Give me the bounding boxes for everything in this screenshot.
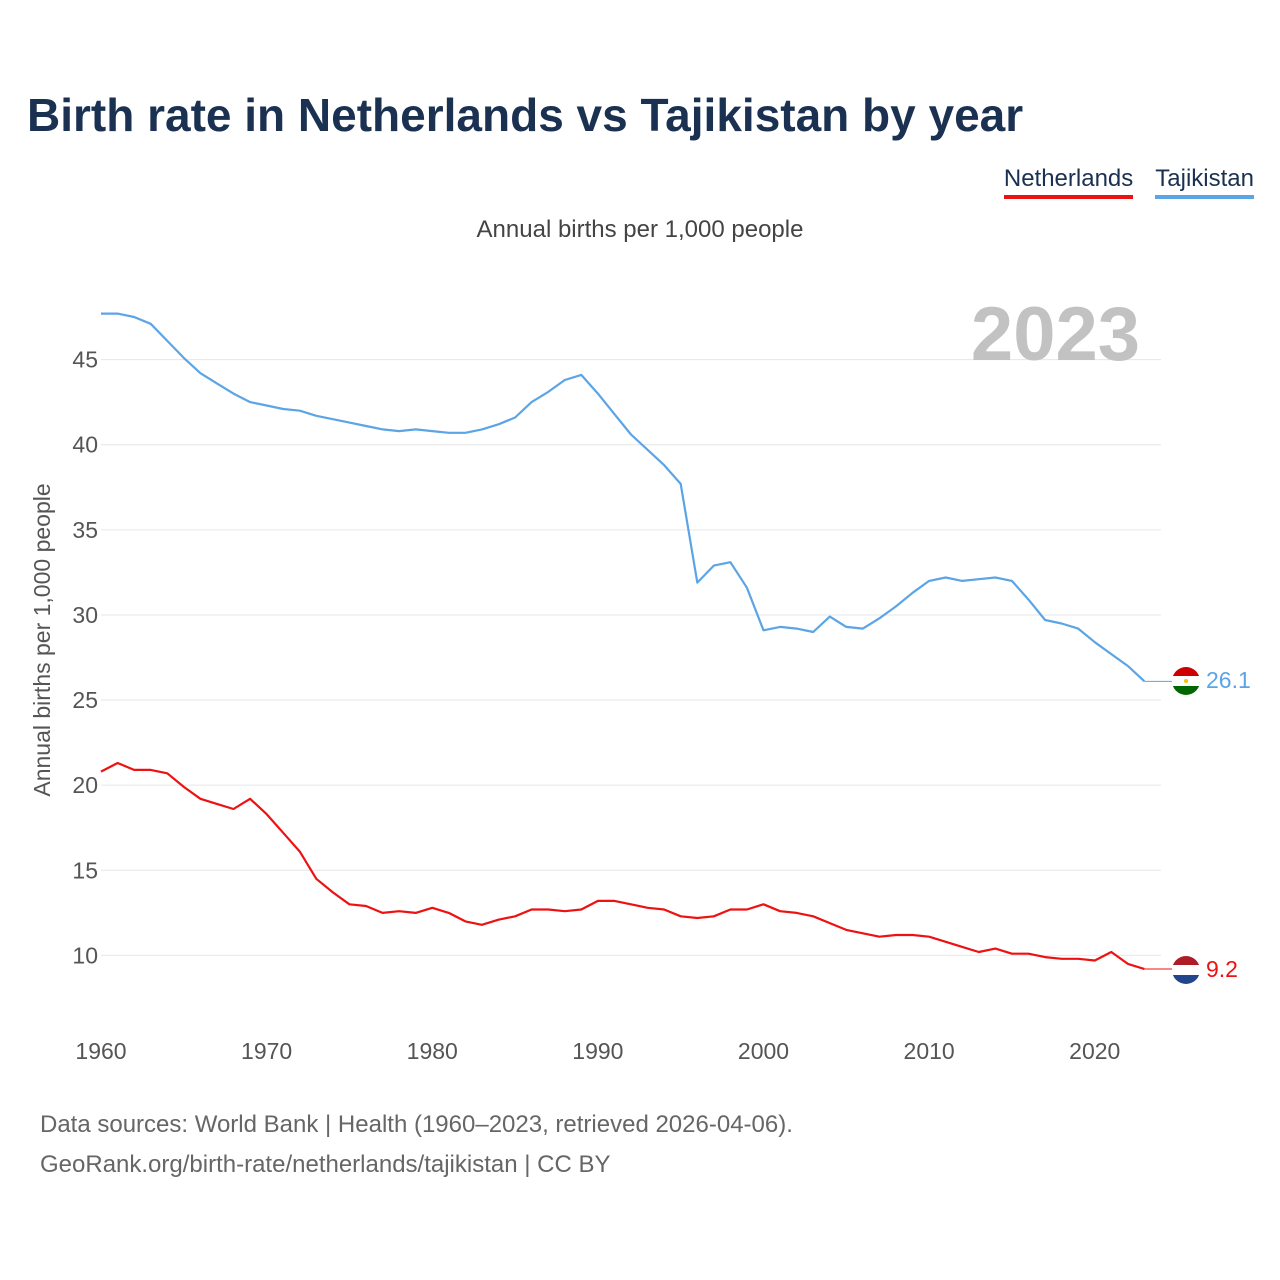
end-markers bbox=[1172, 667, 1200, 984]
tajikistan-flag-icon bbox=[1172, 667, 1200, 695]
series-line-tajikistan bbox=[101, 312, 1146, 683]
x-tick-label: 2010 bbox=[904, 1038, 955, 1064]
chart-title: Birth rate in Netherlands vs Tajikistan … bbox=[27, 89, 1024, 141]
x-tick-label: 2020 bbox=[1069, 1038, 1120, 1064]
netherlands-flag-icon bbox=[1172, 956, 1200, 984]
legend: Netherlands Tajikistan bbox=[1003, 165, 1254, 199]
x-tick-label: 1960 bbox=[75, 1038, 126, 1064]
x-axis-ticks: 1960 1970 1980 1990 2000 2010 2020 bbox=[75, 1038, 1120, 1064]
sources-line-1: Data sources: World Bank | Health (1960–… bbox=[40, 1111, 793, 1138]
series-line-netherlands bbox=[100, 761, 1145, 971]
data-sources: Data sources: World Bank | Health (1960–… bbox=[40, 1105, 793, 1185]
y-tick-label: 25 bbox=[72, 687, 98, 713]
x-tick-label: 2000 bbox=[738, 1038, 789, 1064]
sources-line-2: GeoRank.org/birth-rate/netherlands/tajik… bbox=[40, 1151, 611, 1178]
end-label-netherlands: 9.2 bbox=[1206, 956, 1238, 982]
y-tick-label: 10 bbox=[72, 942, 98, 968]
legend-item-tajikistan[interactable]: Tajikistan bbox=[1155, 165, 1254, 199]
legend-item-netherlands[interactable]: Netherlands bbox=[1003, 165, 1134, 199]
y-tick-label: 45 bbox=[72, 347, 98, 373]
chart-subtitle: Annual births per 1,000 people bbox=[476, 216, 804, 243]
y-tick-label: 20 bbox=[72, 772, 98, 798]
x-tick-label: 1970 bbox=[241, 1038, 292, 1064]
y-axis-ticks: 10 15 20 25 30 35 40 45 bbox=[72, 347, 98, 969]
x-tick-label: 1990 bbox=[572, 1038, 623, 1064]
gridlines bbox=[101, 359, 1161, 956]
year-watermark: 2023 bbox=[971, 292, 1140, 377]
y-axis-label: Annual births per 1,000 people bbox=[29, 483, 55, 796]
y-tick-label: 35 bbox=[72, 517, 98, 543]
y-tick-label: 40 bbox=[72, 432, 98, 458]
series-lines bbox=[100, 312, 1172, 971]
end-label-tajikistan: 26.1 bbox=[1206, 667, 1251, 693]
y-tick-label: 15 bbox=[72, 857, 98, 883]
x-tick-label: 1980 bbox=[407, 1038, 458, 1064]
y-tick-label: 30 bbox=[72, 602, 98, 628]
